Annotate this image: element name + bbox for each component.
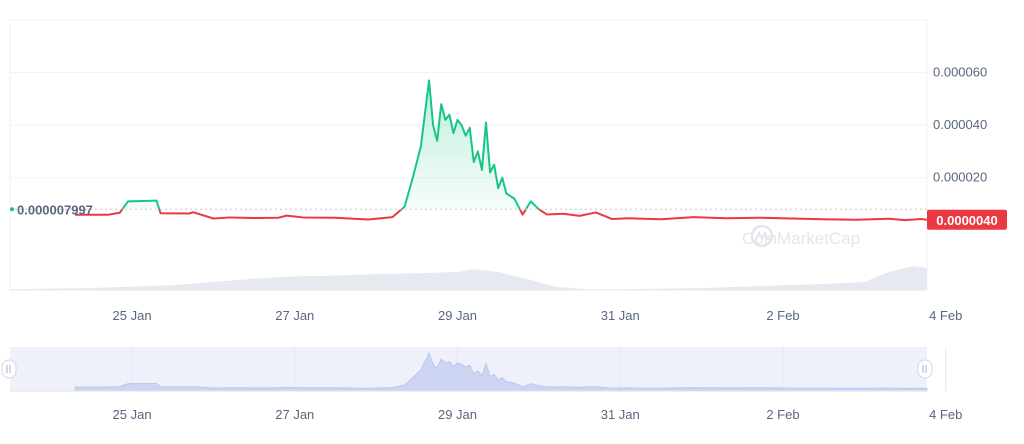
price-series xyxy=(75,79,928,222)
price-line-above xyxy=(121,79,541,210)
navigator-x-tick-label: 31 Jan xyxy=(601,407,640,422)
current-price-badge: 0.0000040 xyxy=(927,209,1007,230)
y-tick-label: 0.000040 xyxy=(933,117,987,132)
navigator-left-handle[interactable] xyxy=(1,359,17,379)
navigator-x-tick-label: 4 Feb xyxy=(929,407,962,422)
watermark-logo-icon xyxy=(750,224,774,248)
x-tick-label: 25 Jan xyxy=(113,308,152,323)
navigator-series xyxy=(74,351,928,392)
grid-lines xyxy=(10,19,927,179)
price-line-below xyxy=(75,209,928,222)
volume-area xyxy=(10,266,927,290)
y-tick-label: 0.000060 xyxy=(933,65,987,80)
volume-series xyxy=(10,266,927,290)
navigator-right-handle[interactable] xyxy=(917,359,933,379)
current-price-label: 0.0000040 xyxy=(936,213,997,228)
navigator-x-tick-label: 2 Feb xyxy=(766,407,799,422)
x-tick-label: 2 Feb xyxy=(766,308,799,323)
navigator-x-tick-label: 27 Jan xyxy=(275,407,314,422)
x-tick-label: 29 Jan xyxy=(438,308,477,323)
x-tick-label: 27 Jan xyxy=(275,308,314,323)
reference-value-label: 0.000007997 xyxy=(17,202,93,217)
navigator-area xyxy=(74,351,928,392)
x-tick-label: 4 Feb xyxy=(929,308,962,323)
navigator-x-tick-label: 25 Jan xyxy=(113,407,152,422)
navigator-x-tick-label: 29 Jan xyxy=(438,407,477,422)
x-tick-label: 31 Jan xyxy=(601,308,640,323)
navigator-x-axis: 25 Jan 27 Jan 29 Jan 31 Jan 2 Feb 4 Feb xyxy=(113,407,963,422)
y-axis: 0.000020 0.000040 0.000060 xyxy=(933,65,987,185)
reference-marker xyxy=(10,207,14,212)
price-area-above xyxy=(75,80,927,210)
y-tick-label: 0.000020 xyxy=(933,170,987,185)
x-axis: 25 Jan 27 Jan 29 Jan 31 Jan 2 Feb 4 Feb xyxy=(113,308,963,323)
